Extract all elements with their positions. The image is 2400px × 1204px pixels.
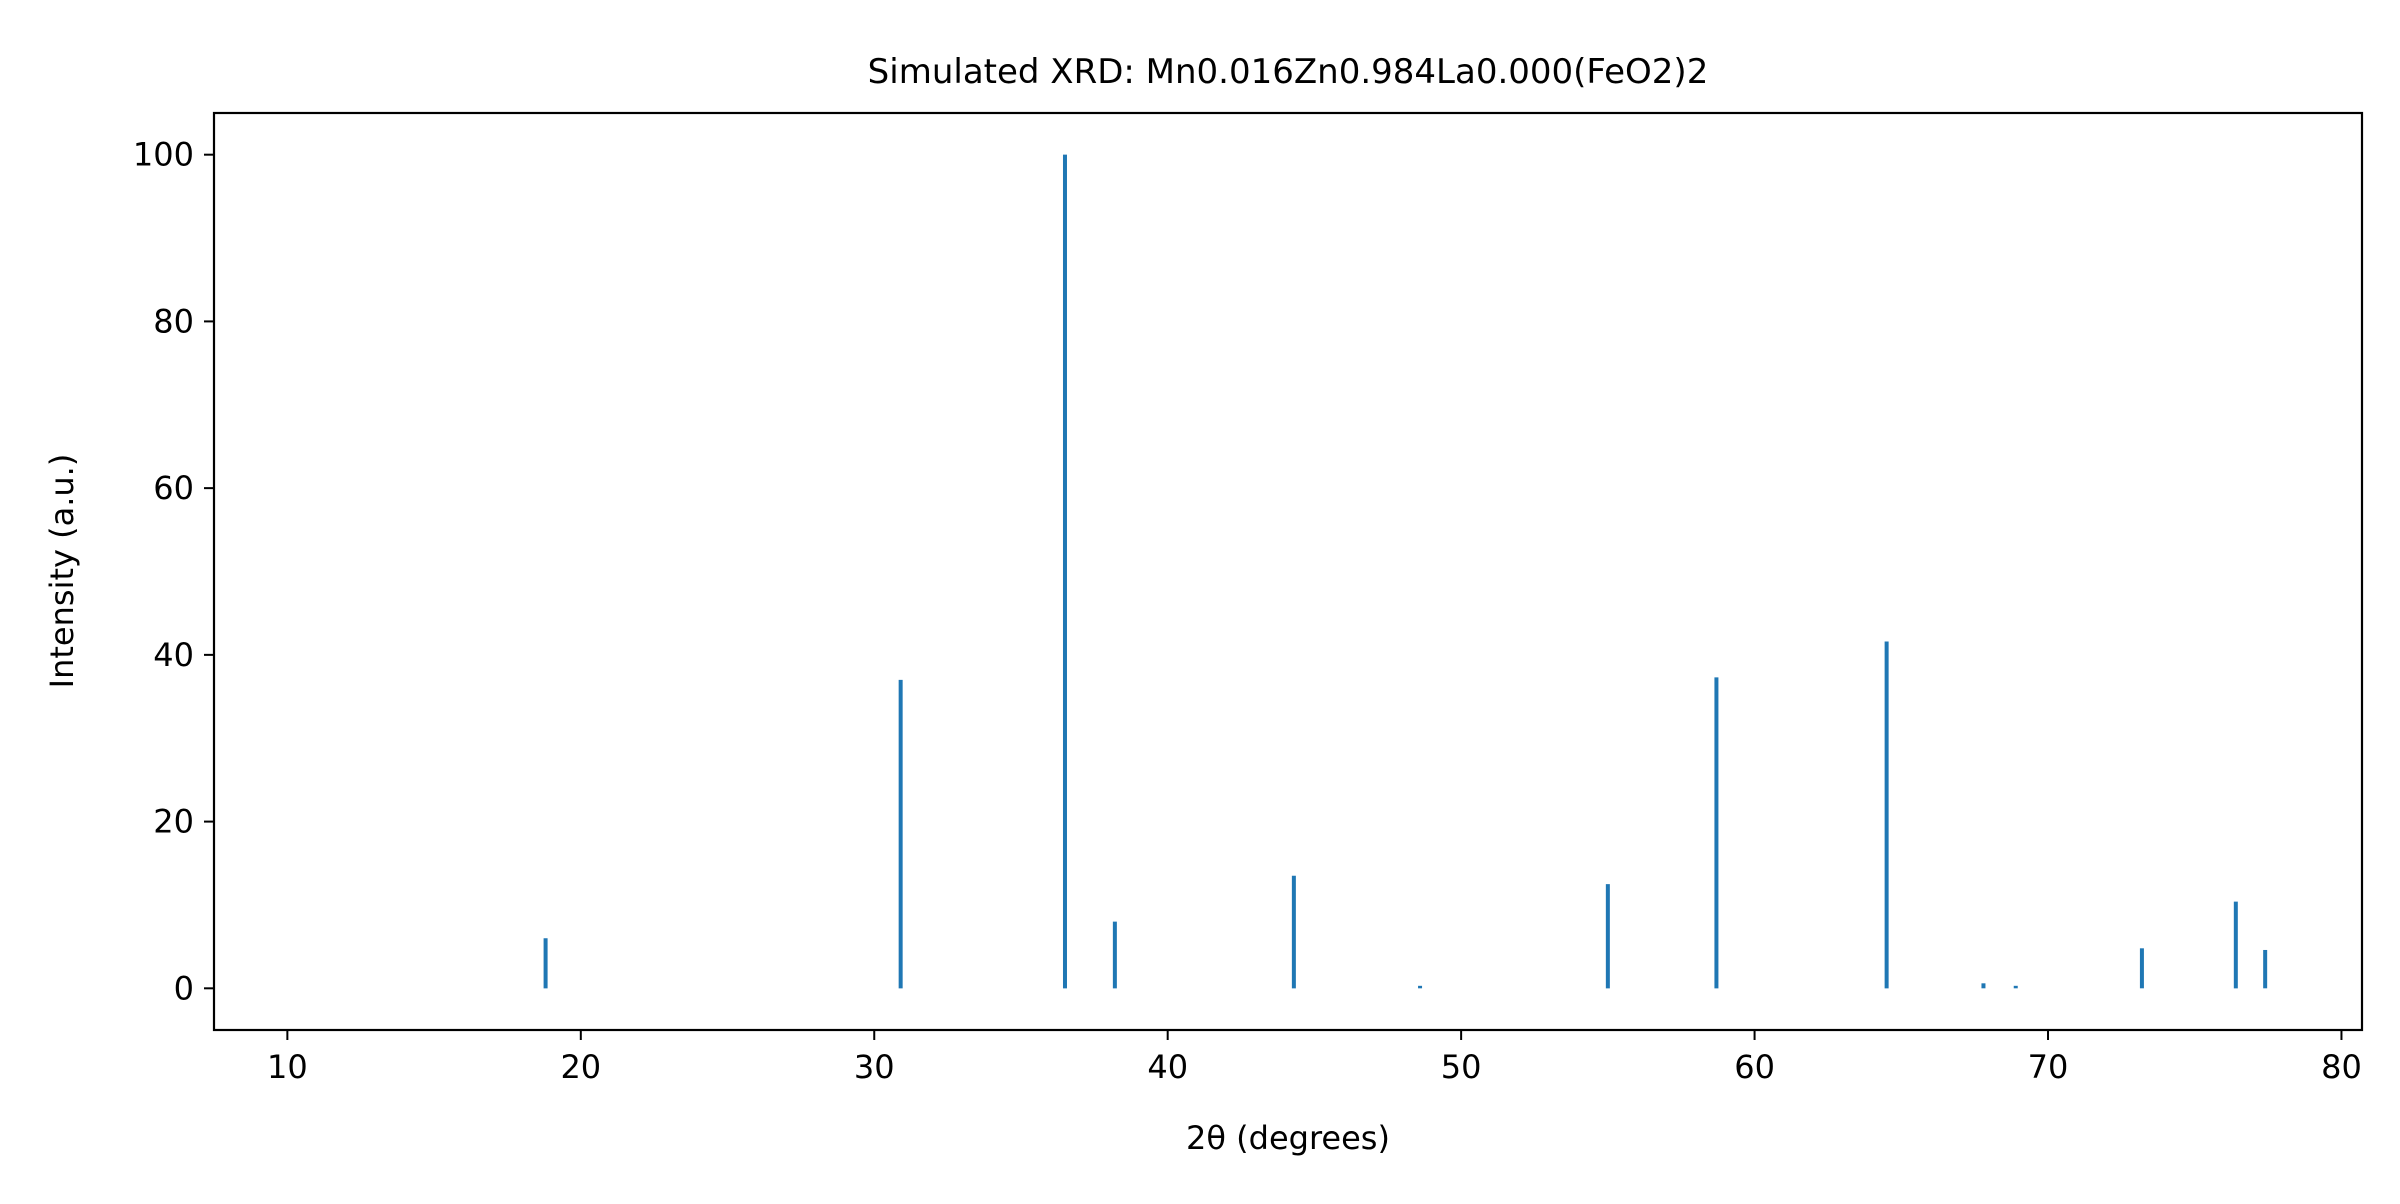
x-tick-label: 40 (1147, 1048, 1188, 1086)
x-axis-ticks: 10 20 30 40 50 60 70 80 (267, 1030, 2362, 1086)
x-tick-label: 70 (2028, 1048, 2069, 1086)
plot-frame (212, 111, 2364, 1032)
x-tick-label: 30 (854, 1048, 895, 1086)
y-tick-label: 80 (153, 302, 194, 340)
x-tick-label: 80 (2321, 1048, 2362, 1086)
chart-title: Simulated XRD: Mn0.016Zn0.984La0.000(FeO… (868, 52, 1709, 92)
x-tick-label: 10 (267, 1048, 308, 1086)
y-axis-ticks: 0 20 40 60 80 100 (133, 136, 214, 1007)
x-tick-label: 60 (1734, 1048, 1775, 1086)
y-tick-label: 100 (133, 136, 194, 174)
x-tick-label: 20 (560, 1048, 601, 1086)
peaks-layer (543, 154, 2268, 989)
y-tick-label: 20 (153, 803, 194, 841)
x-tick-label: 50 (1441, 1048, 1482, 1086)
x-axis-label: 2θ (degrees) (1186, 1119, 1390, 1157)
y-axis-label: Intensity (a.u.) (43, 454, 81, 689)
y-tick-label: 40 (153, 636, 194, 674)
y-tick-label: 0 (174, 969, 194, 1007)
y-tick-label: 60 (153, 469, 194, 507)
